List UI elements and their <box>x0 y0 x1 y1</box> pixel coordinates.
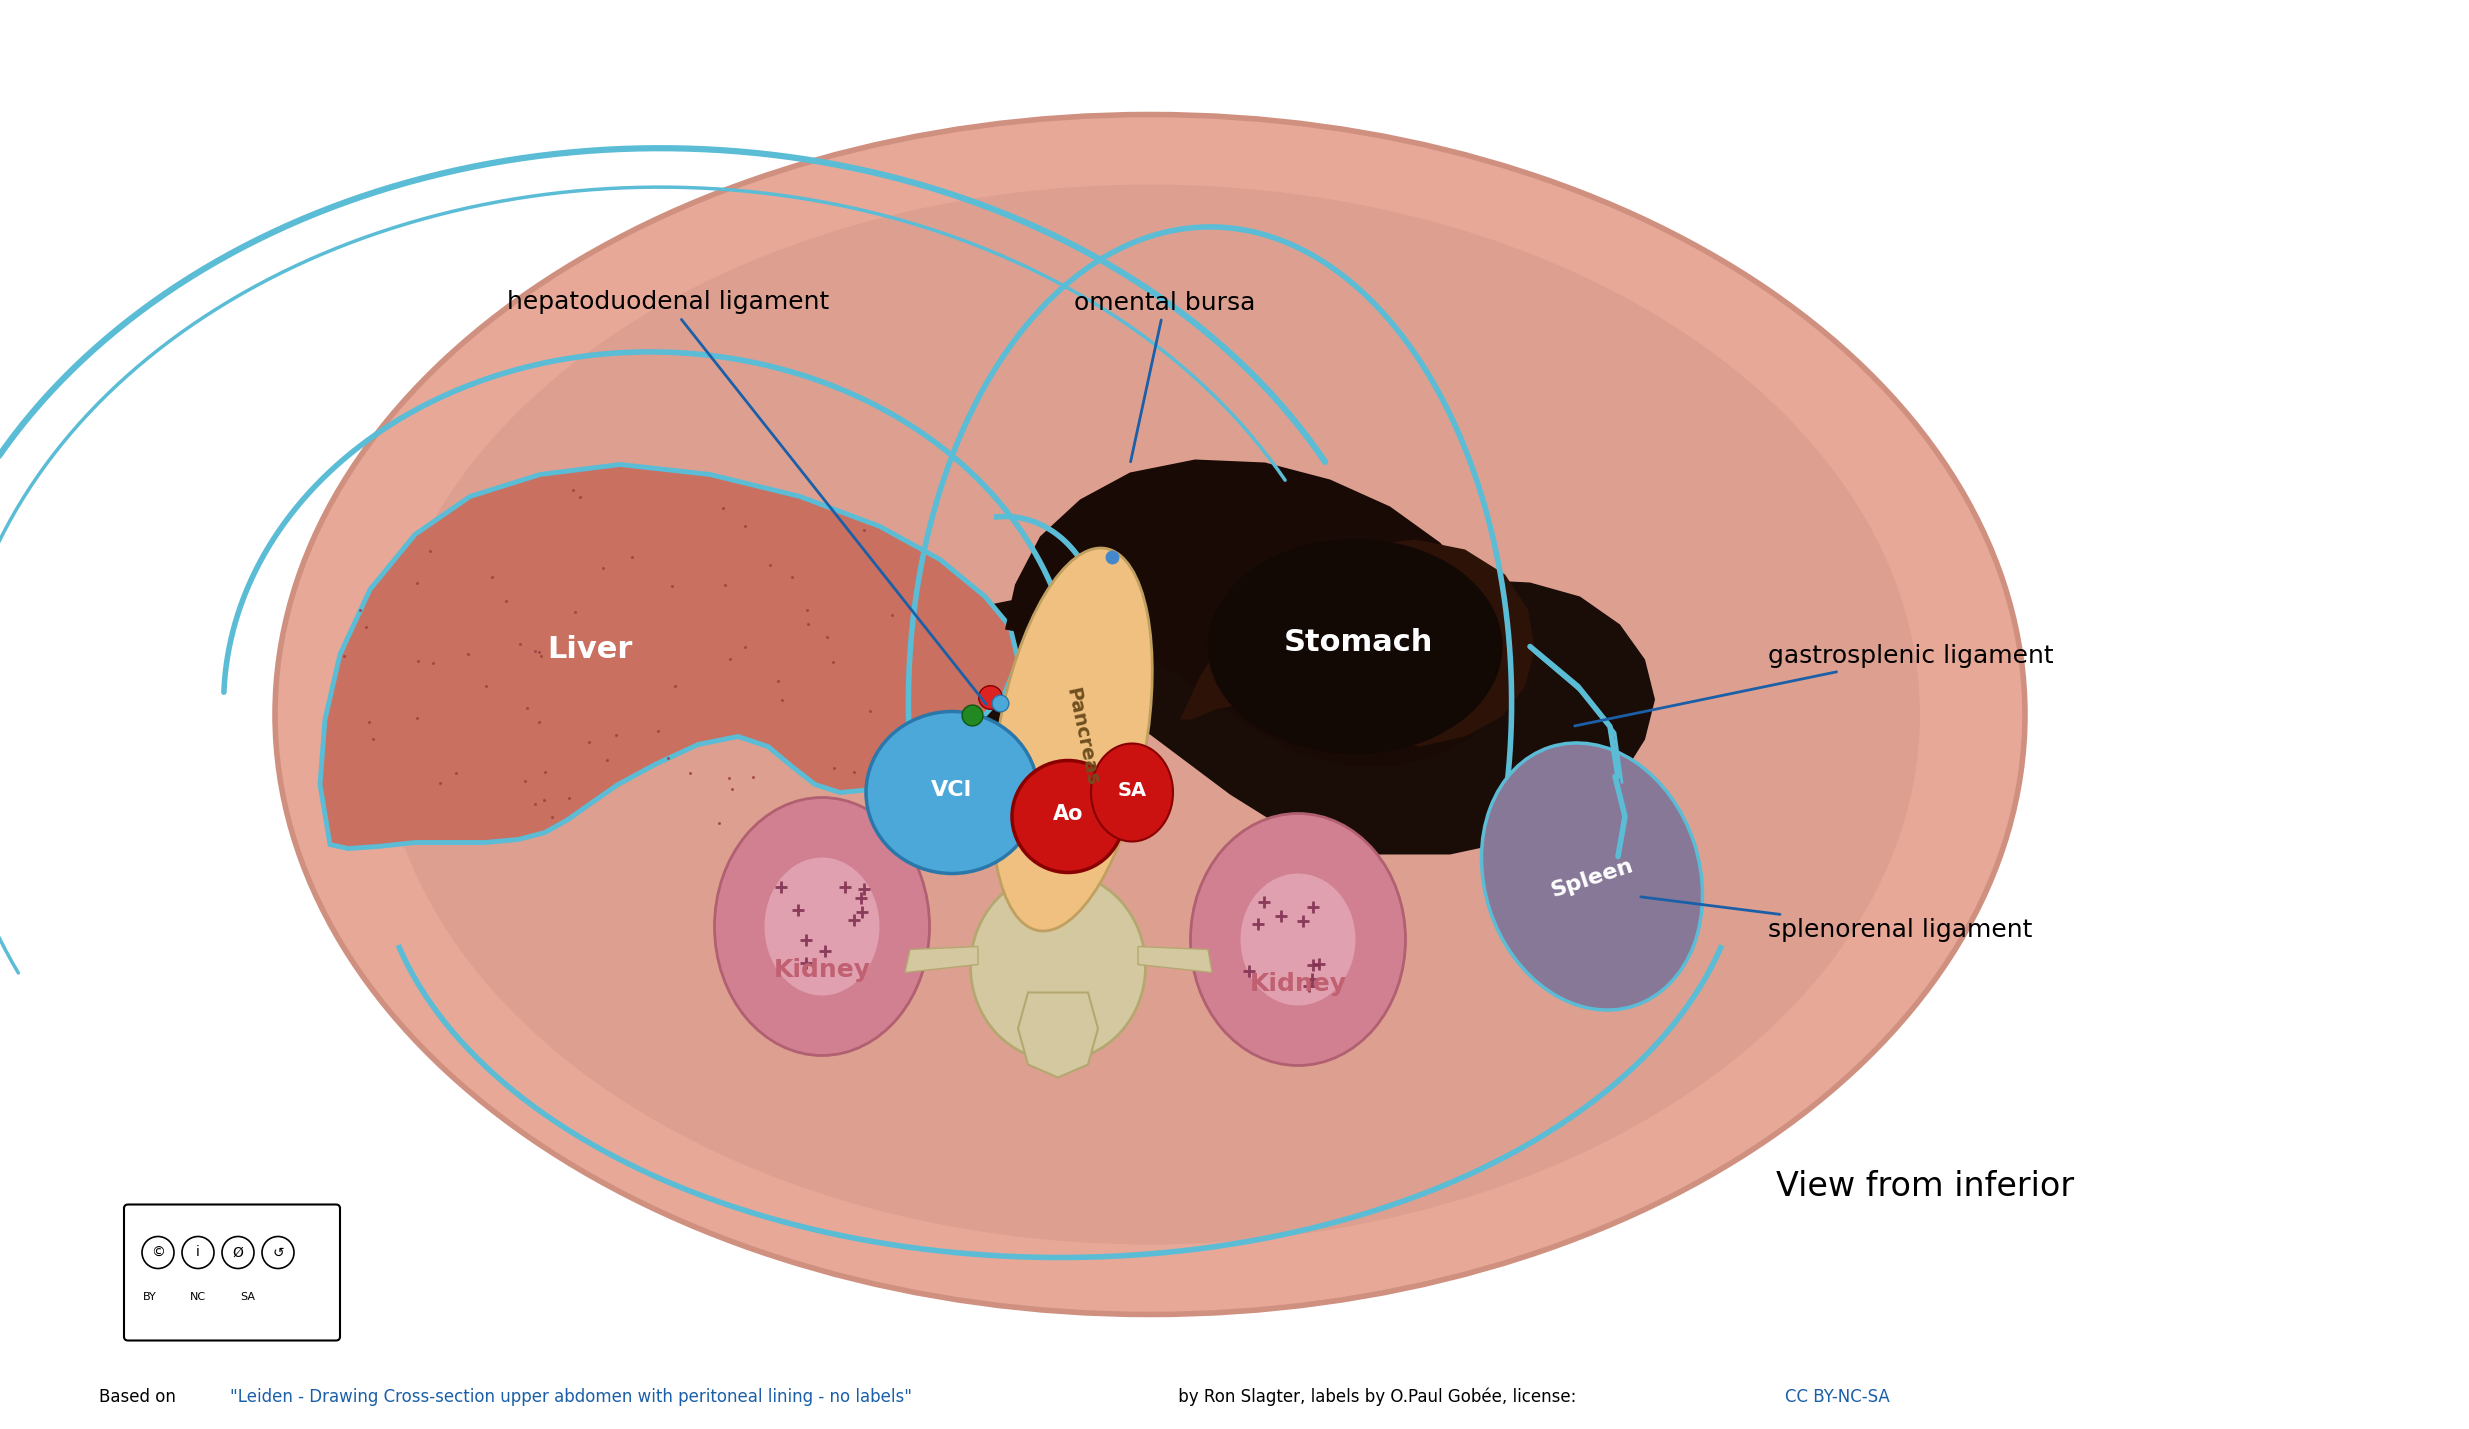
Text: Ø: Ø <box>232 1246 244 1259</box>
Text: Stomach: Stomach <box>1284 627 1432 657</box>
Text: "Leiden - Drawing Cross-section upper abdomen with peritoneal lining - no labels: "Leiden - Drawing Cross-section upper ab… <box>230 1388 911 1406</box>
Text: Ao: Ao <box>1052 805 1084 825</box>
Ellipse shape <box>1481 743 1704 1010</box>
FancyBboxPatch shape <box>123 1205 341 1340</box>
Text: gastrosplenic ligament: gastrosplenic ligament <box>1575 644 2054 726</box>
Ellipse shape <box>970 873 1146 1060</box>
Ellipse shape <box>1091 743 1173 842</box>
Polygon shape <box>1017 993 1099 1077</box>
Ellipse shape <box>1239 873 1355 1006</box>
Polygon shape <box>1180 540 1536 746</box>
Ellipse shape <box>1012 760 1123 873</box>
Polygon shape <box>906 946 978 973</box>
Text: hepatoduodenal ligament: hepatoduodenal ligament <box>506 290 985 704</box>
Text: Kidney: Kidney <box>773 957 872 982</box>
Text: Kidney: Kidney <box>1249 973 1346 996</box>
Polygon shape <box>1005 460 1506 766</box>
Text: CC BY-NC-SA: CC BY-NC-SA <box>1785 1388 1889 1406</box>
Text: SA: SA <box>1118 782 1146 800</box>
Text: Pancreas: Pancreas <box>1062 686 1101 787</box>
Polygon shape <box>1138 946 1212 973</box>
Text: View from inferior: View from inferior <box>1775 1170 2074 1203</box>
Ellipse shape <box>993 547 1153 930</box>
Ellipse shape <box>765 857 879 996</box>
Ellipse shape <box>274 114 2025 1315</box>
Text: omental bursa: omental bursa <box>1074 290 1257 462</box>
Text: ©: © <box>151 1246 165 1259</box>
Ellipse shape <box>183 1236 215 1269</box>
Polygon shape <box>321 464 1017 849</box>
Text: VCl: VCl <box>931 780 973 800</box>
Text: splenorenal ligament: splenorenal ligament <box>1642 897 2032 942</box>
Ellipse shape <box>222 1236 254 1269</box>
Text: by Ron Slagter, labels by O.Paul Gobée, license:: by Ron Slagter, labels by O.Paul Gobée, … <box>1173 1388 1583 1406</box>
Text: Liver: Liver <box>548 634 632 664</box>
Ellipse shape <box>1190 813 1405 1066</box>
Ellipse shape <box>143 1236 173 1269</box>
Text: ↺: ↺ <box>272 1246 284 1259</box>
Text: Spleen: Spleen <box>1548 856 1637 902</box>
Text: SA: SA <box>239 1292 254 1302</box>
Text: i: i <box>195 1246 200 1259</box>
Ellipse shape <box>380 184 1921 1245</box>
Text: NC: NC <box>190 1292 205 1302</box>
Text: Based on: Based on <box>99 1388 180 1406</box>
Polygon shape <box>869 580 1654 885</box>
Text: BY: BY <box>143 1292 158 1302</box>
Ellipse shape <box>867 712 1037 873</box>
Ellipse shape <box>1207 539 1504 755</box>
Ellipse shape <box>714 797 928 1056</box>
Ellipse shape <box>262 1236 294 1269</box>
